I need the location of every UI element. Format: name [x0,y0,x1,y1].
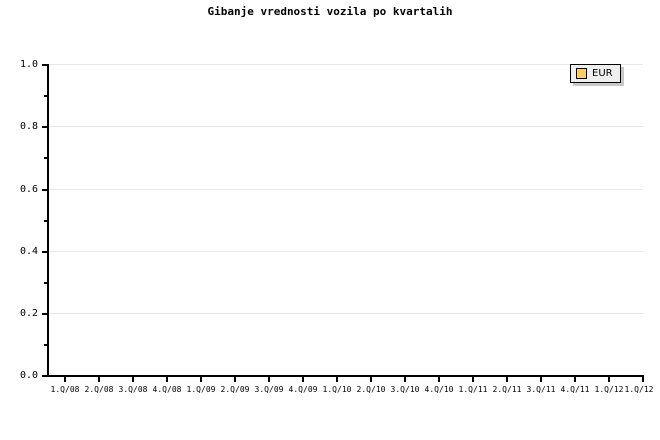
x-tick-2 [132,377,134,382]
x-tick-11 [438,377,440,382]
y-tick-minor-0.9 [44,95,48,97]
x-tick-5 [234,377,236,382]
x-axis-label-6: 3.Q/09 [254,385,284,394]
y-tick-0.4 [42,251,48,253]
legend[interactable]: EUR [570,64,621,83]
x-tick-15 [574,377,576,382]
y-axis-label-4: 0.8 [19,121,38,132]
y-axis-spine [47,64,49,377]
y-tick-minor-0.7 [44,157,48,159]
x-tick-8 [336,377,338,382]
x-axis-label-1: 2.Q/08 [84,385,114,394]
plot-area [48,64,643,376]
y-axis-label-3: 0.6 [19,184,38,195]
x-axis-label-8: 1.Q/10 [322,385,352,394]
gridline-0.2 [48,313,643,314]
y-tick-1.0 [42,64,48,66]
x-tick-7 [302,377,304,382]
chart-title: Gibanje vrednosti vozila po kvartalih [207,5,453,18]
x-axis-label-5: 2.Q/09 [220,385,250,394]
x-tick-12 [472,377,474,382]
x-tick-1 [98,377,100,382]
y-axis-label-1: 0.2 [19,308,38,319]
x-axis-label-9: 2.Q/10 [356,385,386,394]
x-tick-10 [404,377,406,382]
x-tick-16 [608,377,610,382]
x-tick-6 [268,377,270,382]
y-tick-0.0 [42,375,48,377]
x-axis-label-2: 3.Q/08 [118,385,148,394]
x-tick-0 [64,377,66,382]
x-axis-label-11: 4.Q/10 [424,385,454,394]
y-tick-0.6 [42,189,48,191]
x-axis-label-15: 4.Q/11 [560,385,590,394]
legend-label-eur: EUR [592,67,613,79]
y-axis-label-2: 0.4 [19,246,38,257]
x-axis-label-14: 3.Q/11 [526,385,556,394]
x-axis-spine [47,375,644,377]
x-tick-3 [166,377,168,382]
x-axis-label-17: 1.Q/12 [624,385,654,394]
y-tick-0.8 [42,126,48,128]
x-axis-label-13: 2.Q/11 [492,385,522,394]
x-axis-label-10: 3.Q/10 [390,385,420,394]
gridline-0.4 [48,251,643,252]
x-axis-label-12: 1.Q/11 [458,385,488,394]
y-axis-label-0: 0.0 [19,370,38,381]
gridline-0.6 [48,189,643,190]
y-tick-minor-0.1 [44,344,48,346]
gridline-0.8 [48,126,643,127]
x-axis-label-0: 1.Q/08 [50,385,80,394]
y-tick-0.2 [42,313,48,315]
x-axis-label-7: 4.Q/09 [288,385,318,394]
x-axis-label-4: 1.Q/09 [186,385,216,394]
y-tick-minor-0.3 [44,282,48,284]
y-axis-label-5: 1.0 [19,59,38,70]
x-tick-13 [506,377,508,382]
y-tick-minor-0.5 [44,220,48,222]
x-tick-9 [370,377,372,382]
x-tick-4 [200,377,202,382]
x-tick-17 [642,377,644,382]
legend-swatch-eur [576,68,587,79]
x-axis-label-16: 1.Q/12 [594,385,624,394]
gridline-1.0 [48,64,643,65]
x-tick-14 [540,377,542,382]
x-axis-label-3: 4.Q/08 [152,385,182,394]
